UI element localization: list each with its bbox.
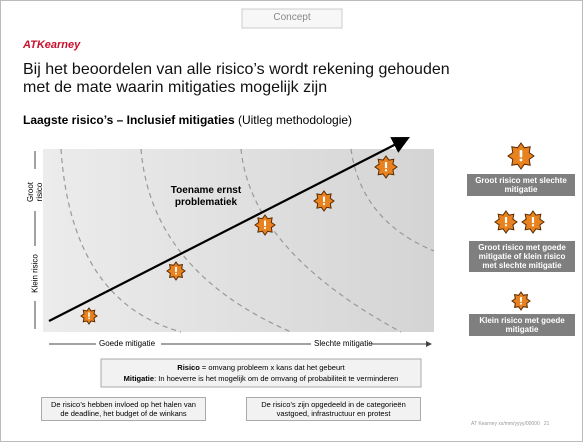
legend-box: Klein risico met goede mitigatie [469, 314, 575, 336]
x-label-right: Slechte mitigatie [314, 339, 373, 348]
exclamation-dot [504, 224, 508, 227]
definitions: Risico = omvang probleem x kans dat het … [101, 362, 421, 384]
note: De risico’s zijn opgedeeld in de categor… [246, 397, 421, 421]
y-label-bottom: Klein risico [30, 254, 40, 293]
definition-text: = omvang probleem x kans dat het gebeurt [199, 363, 345, 372]
exclamation [519, 150, 523, 158]
exclamation-dot [384, 169, 388, 172]
definitions-box [100, 358, 422, 388]
exclamation [264, 220, 266, 226]
exclamation-dot [520, 302, 522, 305]
subtitle-bold: Laagste risico’s – Inclusief mitigaties [23, 113, 235, 127]
legend-box: Groot risico met goede mitigatie of klei… [469, 241, 575, 272]
note: De risico’s hebben invloed op het halen … [41, 397, 206, 421]
definition-term: Mitigatie [123, 374, 155, 383]
title-line: Bij het beoordelen van alle risico’s wor… [23, 61, 450, 78]
risk-icon [166, 261, 186, 281]
risk-icon [507, 142, 535, 170]
exclamation [520, 296, 522, 302]
exclamation-dot [531, 224, 535, 227]
arrow-label-line: problematiek [174, 197, 238, 208]
footer: AT Kearney xx/mm/yyyy/00000 21 [471, 421, 550, 427]
subtitle: Laagste risico’s – Inclusief mitigaties … [23, 113, 352, 127]
tab-label: Concept [273, 12, 311, 23]
exclamation [531, 217, 535, 224]
subtitle-normal: (Uitleg methodologie) [234, 113, 353, 127]
definition-term: Risico [177, 363, 200, 372]
definition: Risico = omvang probleem x kans dat het … [101, 362, 421, 373]
risk-icon [80, 307, 98, 325]
title: Bij het beoordelen van alle risico’s wor… [23, 61, 450, 97]
exclamation [323, 196, 325, 202]
risk-arcs [60, 148, 435, 333]
diagram-area [43, 149, 434, 332]
tab-box [241, 8, 343, 29]
exclamation-dot [88, 317, 90, 320]
exclamation-dot [322, 202, 326, 206]
arrow-label-line: Toename ernst [170, 185, 242, 196]
definition-text: : In hoeverre is het mogelijk om de omva… [154, 374, 399, 383]
exclamation [384, 162, 388, 169]
definition: Mitigatie: In hoeverre is het mogelijk o… [101, 373, 421, 384]
arrow-label: Toename ernst problematiek [161, 185, 251, 209]
title-line: met de mate waarin mitigaties mogelijk z… [23, 79, 328, 96]
logo: ATKearney [23, 39, 81, 51]
exclamation [88, 312, 90, 317]
x-label-left: Goede mitigatie [99, 339, 156, 348]
exclamation-dot [175, 272, 177, 275]
risk-icon [374, 155, 398, 179]
legend-box: Groot risico met slechte mitigatie [467, 174, 575, 196]
exclamation [175, 266, 177, 272]
exclamation [504, 217, 508, 224]
risk-icon [511, 291, 531, 311]
y-label-top: Groot risico [26, 182, 44, 203]
risk-icon [494, 210, 518, 234]
severity-arrow [48, 137, 410, 322]
risk-icon [254, 214, 276, 236]
exclamation-dot [263, 226, 267, 230]
exclamation-dot [519, 158, 523, 162]
risk-icon [521, 210, 545, 234]
risk-icon [313, 190, 335, 212]
